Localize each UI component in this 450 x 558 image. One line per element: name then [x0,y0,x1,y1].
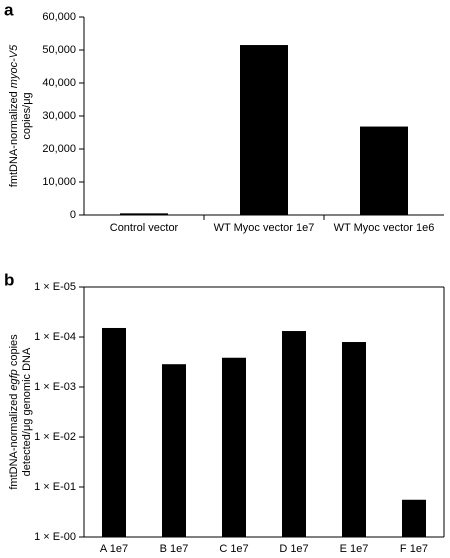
x-tick-label: WT Myoc vector 1e7 [214,222,315,234]
y-tick-label: 0 [70,209,76,221]
bar [162,364,186,537]
x-tick-label: C 1e7 [219,543,248,555]
y-tick-label: 40,000 [42,77,76,89]
bar [102,327,126,537]
y-axis-label-part: egfp [8,369,20,390]
x-tick-label: WT Myoc vector 1e6 [334,222,435,234]
x-tick-label: F 1e7 [400,543,428,555]
y-tick-label: 1 × E-00 [34,531,76,543]
y-tick-label: 1 × E-02 [34,431,76,443]
bar [222,357,246,537]
bar [360,126,408,215]
y-axis-label: fmtDNA-normalized egfp copies [8,334,20,490]
y-tick-label: 50,000 [42,44,76,56]
x-tick-label: B 1e7 [160,543,189,555]
x-tick-label: Control vector [110,222,179,234]
bar [402,499,426,537]
y-axis-label-part: copies [8,334,20,369]
panel-label: a [4,0,14,19]
y-tick-label: 20,000 [42,143,76,155]
y-tick-label: 1 × E-03 [34,381,76,393]
y-axis-label: detected/μg genomic DNA [21,347,33,476]
y-tick-label: 1 × E-05 [34,281,76,293]
panel-label: b [4,270,14,289]
bar [342,342,366,537]
x-tick-label: D 1e7 [279,543,308,555]
bar [282,331,306,537]
y-tick-label: 30,000 [42,110,76,122]
x-tick-label: E 1e7 [340,543,369,555]
y-tick-label: 60,000 [42,11,76,23]
y-tick-label: 1 × E-01 [34,481,76,493]
y-axis-label-part: copies/μg [21,92,33,139]
bar [240,45,288,215]
y-axis-label-part: myoc-V5 [8,44,20,88]
y-tick-label: 1 × E-04 [34,331,76,343]
x-tick-label: A 1e7 [100,543,128,555]
y-axis-label-part: detected/μg genomic DNA [21,347,33,476]
y-tick-label: 10,000 [42,176,76,188]
y-axis-label: fmtDNA-normalized myoc-V5 [8,44,20,187]
y-axis-label: copies/μg [21,92,33,139]
y-axis-label-part: fmtDNA-normalized [8,88,20,187]
y-axis-label-part: fmtDNA-normalized [8,391,20,490]
bar [120,213,168,215]
